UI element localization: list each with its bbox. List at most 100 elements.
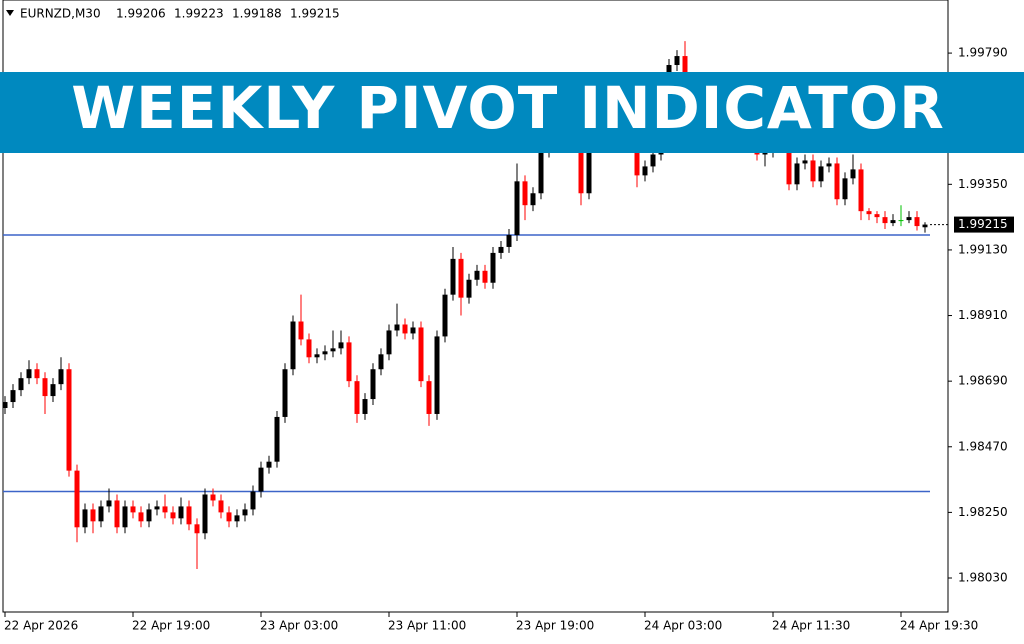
- candle-body: [194, 524, 200, 534]
- candle-body: [794, 163, 800, 185]
- y-tick-label: 1.99790: [958, 46, 1008, 60]
- candle-body: [354, 381, 360, 414]
- candle-body: [346, 342, 352, 382]
- candle-body: [378, 354, 384, 370]
- candle-body: [634, 139, 640, 176]
- candle-body: [210, 494, 216, 501]
- x-tick-label: 24 Apr 03:00: [644, 619, 722, 633]
- candle-body: [154, 506, 160, 510]
- candle-body: [170, 512, 176, 519]
- candle-body: [906, 217, 912, 221]
- candle-body: [522, 181, 528, 206]
- candle-body: [338, 342, 344, 349]
- candle-body: [490, 252, 496, 283]
- y-tick-label: 1.98910: [958, 308, 1008, 322]
- candle-body: [178, 506, 184, 519]
- candle-body: [514, 181, 520, 236]
- candle-body: [42, 378, 48, 397]
- candle-body: [802, 160, 808, 164]
- candle-body: [50, 384, 56, 397]
- y-tick-label: 1.98030: [958, 571, 1008, 585]
- candle-body: [874, 214, 880, 218]
- candle-body: [66, 369, 72, 471]
- x-tick-label: 23 Apr 03:00: [260, 619, 338, 633]
- candle-body: [418, 327, 424, 382]
- candle-body: [234, 515, 240, 522]
- candle-body: [650, 154, 656, 167]
- ohlc-low: 1.99188: [232, 7, 282, 21]
- candle-body: [898, 220, 904, 222]
- candle-body: [826, 163, 832, 167]
- candle-body: [82, 509, 88, 528]
- candle-body: [202, 494, 208, 534]
- candle-body: [290, 321, 296, 370]
- candle-body: [442, 294, 448, 337]
- y-tick-label: 1.99130: [958, 242, 1008, 256]
- candle-body: [506, 235, 512, 247]
- candle-body: [162, 506, 168, 513]
- candle-body: [10, 390, 16, 403]
- symbol: EURNZD,M30: [20, 7, 101, 21]
- candle-body: [642, 166, 648, 176]
- y-tick-label: 1.98470: [958, 439, 1008, 453]
- x-tick-label: 22 Apr 2026: [4, 619, 78, 633]
- candle-body: [530, 193, 536, 206]
- candle-body: [274, 416, 280, 462]
- candle-body: [226, 512, 232, 522]
- candle-body: [538, 151, 544, 194]
- candle-body: [314, 354, 320, 358]
- candle-body: [322, 351, 328, 355]
- candle-body: [98, 506, 104, 522]
- candle-body: [402, 324, 408, 334]
- candle-body: [866, 211, 872, 215]
- candle-body: [130, 506, 136, 513]
- candle-body: [242, 509, 248, 516]
- candle-body: [58, 369, 64, 385]
- candle-body: [914, 217, 920, 227]
- candle-body: [330, 348, 336, 352]
- candle-body: [394, 324, 400, 331]
- banner-title: WEEKLY PIVOT INDICATOR: [71, 74, 945, 142]
- price-tag-label: 1.99215: [958, 217, 1008, 231]
- candle-body: [450, 258, 456, 295]
- candle-body: [410, 327, 416, 334]
- ohlc-high: 1.99223: [174, 7, 224, 21]
- x-tick-label: 22 Apr 19:00: [132, 619, 210, 633]
- x-tick-label: 24 Apr 19:30: [900, 619, 978, 633]
- candle-body: [106, 500, 112, 507]
- price-tag: [954, 216, 1014, 233]
- candle-body: [882, 217, 888, 224]
- x-tick-label: 23 Apr 19:00: [516, 619, 594, 633]
- candle-body: [466, 279, 472, 298]
- candle-body: [890, 220, 896, 224]
- candle-body: [266, 461, 272, 468]
- x-tick-label: 24 Apr 11:30: [772, 619, 850, 633]
- candle-body: [434, 336, 440, 414]
- candle-body: [586, 136, 592, 194]
- candle-body: [26, 369, 32, 379]
- candle-body: [298, 321, 304, 340]
- candle-body: [674, 56, 680, 66]
- header: EURNZD,M30 1.99206 1.99223 1.99188 1.992…: [20, 7, 340, 21]
- candle-body: [842, 178, 848, 200]
- candle-body: [458, 258, 464, 298]
- candle-body: [146, 509, 152, 522]
- candle-body: [578, 139, 584, 194]
- candle-body: [34, 369, 40, 379]
- candle-body: [2, 402, 8, 408]
- candle-body: [218, 500, 224, 513]
- ohlc-open: 1.99206: [116, 7, 166, 21]
- candle-body: [74, 470, 80, 528]
- candle-body: [786, 145, 792, 185]
- candle-body: [114, 500, 120, 528]
- y-tick-label: 1.98690: [958, 374, 1008, 388]
- ohlc-close: 1.99215: [290, 7, 340, 21]
- menu-arrow[interactable]: [6, 10, 14, 16]
- candle-body: [138, 512, 144, 522]
- candle-body: [818, 166, 824, 182]
- candle-body: [362, 399, 368, 414]
- y-tick-label: 1.98250: [958, 505, 1008, 519]
- candle-body: [18, 378, 24, 391]
